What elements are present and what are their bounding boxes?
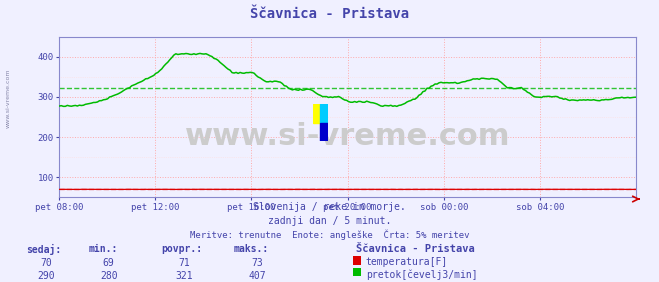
- Text: sedaj:: sedaj:: [26, 244, 61, 255]
- Text: Ščavnica - Pristava: Ščavnica - Pristava: [250, 7, 409, 21]
- Text: temperatura[F]: temperatura[F]: [366, 257, 448, 266]
- Text: 321: 321: [176, 271, 193, 281]
- Text: 73: 73: [251, 258, 263, 268]
- Text: 407: 407: [248, 271, 266, 281]
- Text: www.si-vreme.com: www.si-vreme.com: [185, 122, 510, 151]
- Text: maks.:: maks.:: [234, 244, 269, 254]
- Text: pretok[čevelj3/min]: pretok[čevelj3/min]: [366, 270, 477, 280]
- Text: 280: 280: [100, 271, 117, 281]
- Text: Meritve: trenutne  Enote: angleške  Črta: 5% meritev: Meritve: trenutne Enote: angleške Črta: …: [190, 230, 469, 240]
- Bar: [313, 104, 320, 123]
- Bar: [320, 123, 328, 141]
- Text: zadnji dan / 5 minut.: zadnji dan / 5 minut.: [268, 216, 391, 226]
- Text: min.:: min.:: [89, 244, 119, 254]
- Text: Ščavnica - Pristava: Ščavnica - Pristava: [356, 244, 474, 254]
- Bar: [320, 104, 328, 123]
- Text: povpr.:: povpr.:: [161, 244, 202, 254]
- Text: 290: 290: [38, 271, 55, 281]
- Text: www.si-vreme.com: www.si-vreme.com: [5, 69, 11, 128]
- Text: 69: 69: [103, 258, 115, 268]
- Text: 71: 71: [179, 258, 190, 268]
- Text: Slovenija / reke in morje.: Slovenija / reke in morje.: [253, 202, 406, 212]
- Text: 70: 70: [40, 258, 52, 268]
